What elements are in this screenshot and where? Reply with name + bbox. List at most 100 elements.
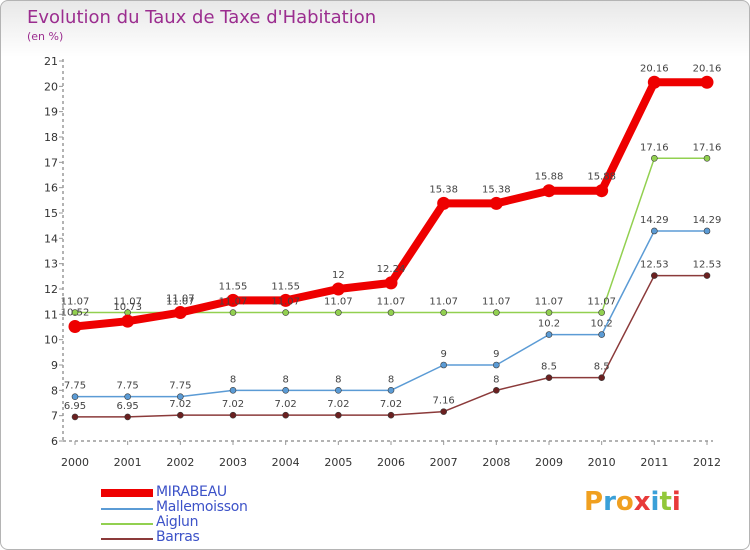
data-point-aiglun [703,154,711,162]
data-label-mirabeau: 20.16 [640,63,669,74]
data-point-mallemoisson [387,387,395,394]
axes: 6 7 8 9 10 11 12 13 14 15 16 17 18 19 20 21 2000 2001 2002… [44,55,721,469]
legend-label-aiglun: Aiglun [156,514,199,530]
data-point-mallemoisson [493,361,500,369]
data-point-aiglun [598,309,605,316]
data-label-mirabeau: 11.55 [271,281,300,292]
data-point-aiglun [545,309,553,316]
data-point-barras [651,272,658,279]
y-tick-label: 17 [44,156,58,169]
series-mirabeau [68,75,714,333]
data-label-mirabeau: 12.24 [377,264,406,275]
x-tick-label: 2001 [114,456,142,469]
x-tick-label: 2003 [219,456,247,469]
proxiti-logo: Proxiti [584,487,681,517]
y-tick-label: 8 [51,384,58,397]
data-label-aiglun: 11.07 [61,297,90,308]
data-label-mallemoisson: 7.75 [64,381,86,392]
x-tick-label: 2008 [482,456,510,469]
x-tick-label: 2010 [588,456,616,469]
y-tick-label: 11 [44,308,58,321]
chart-title: Evolution du Taux de Taxe d'Habitation [27,7,377,28]
data-point-mirabeau [595,184,609,198]
data-point-barras [703,272,711,279]
data-label-aiglun: 11.07 [219,297,248,308]
data-label-mallemoisson: 7.75 [169,381,191,392]
y-tick-label: 19 [44,106,58,119]
data-label-barras: 8.5 [541,362,557,373]
data-label-aiglun: 11.07 [587,297,616,308]
data-point-mirabeau [121,314,135,328]
data-label-mirabeau: 15.88 [587,172,616,183]
data-point-barras [229,411,237,419]
data-label-mirabeau: 15.38 [482,184,511,195]
series-barras [71,272,711,421]
data-label-barras: 12.53 [640,260,669,271]
data-label-aiglun: 11.07 [482,297,511,308]
data-label-mirabeau: 15.38 [429,184,458,195]
data-label-barras: 7.02 [169,399,191,410]
data-point-mirabeau [173,306,187,320]
data-point-aiglun [651,154,658,162]
legend-label-barras: Barras [156,529,200,545]
data-label-mallemoisson: 8 [282,374,288,385]
data-point-mallemoisson [598,331,605,338]
data-point-mirabeau [279,293,293,307]
x-tick-label: 2012 [693,456,721,469]
data-point-mallemoisson [651,227,658,235]
data-label-barras: 8.5 [594,362,610,373]
x-tick-label: 2009 [535,456,563,469]
x-tick-label: 2000 [61,456,89,469]
y-tick-label: 13 [44,258,58,271]
legend-label-mallemoisson: Mallemoisson [156,499,248,515]
data-point-aiglun [440,309,447,316]
x-tick-label: 2006 [377,456,405,469]
y-tick-label: 14 [44,232,58,245]
data-label-mirabeau: 20.16 [693,63,722,74]
y-tick-label: 18 [44,131,58,144]
data-point-mallemoisson [440,361,447,369]
data-point-aiglun [493,309,500,316]
data-label-mallemoisson: 8 [230,374,236,385]
data-label-aiglun: 11.07 [166,297,195,308]
x-tick-label: 2002 [166,456,194,469]
data-label-mirabeau: 11.07 [166,294,195,305]
data-label-mallemoisson: 9 [493,349,499,360]
data-point-aiglun [282,309,289,316]
data-point-aiglun [335,309,342,316]
data-label-aiglun: 11.07 [429,297,458,308]
data-label-mallemoisson: 10.2 [591,319,613,330]
logo-letter: P [584,487,604,517]
y-tick-label: 15 [44,207,58,220]
x-tick-label: 2007 [430,456,458,469]
data-label-aiglun: 11.07 [271,297,300,308]
series-layer [68,75,714,421]
data-label-mirabeau: 10.52 [61,307,90,318]
data-label-mallemoisson: 8 [335,374,341,385]
data-label-barras: 8 [493,374,499,385]
data-label-barras: 6.95 [117,401,139,412]
y-tick-label: 21 [44,55,58,68]
data-label-aiglun: 11.07 [535,297,564,308]
data-point-barras [71,413,79,421]
data-label-barras: 7.02 [380,399,402,410]
y-tick-label: 6 [51,435,58,448]
data-point-aiglun [387,309,395,316]
logo-letter: i [671,487,681,517]
data-point-barras [493,387,500,394]
data-point-mallemoisson [229,387,237,394]
data-label-mallemoisson: 14.29 [693,215,722,226]
data-point-mallemoisson [71,393,79,400]
data-point-mirabeau [384,276,398,290]
logo-letter: o [615,487,634,517]
data-point-mirabeau [700,75,714,89]
data-point-barras [598,374,605,381]
y-tick-label: 16 [44,182,58,195]
data-label-mirabeau: 12 [332,270,345,281]
data-label-barras: 12.53 [693,260,722,271]
legend-label-mirabeau: MIRABEAU [156,484,227,500]
data-label-barras: 6.95 [64,401,86,412]
